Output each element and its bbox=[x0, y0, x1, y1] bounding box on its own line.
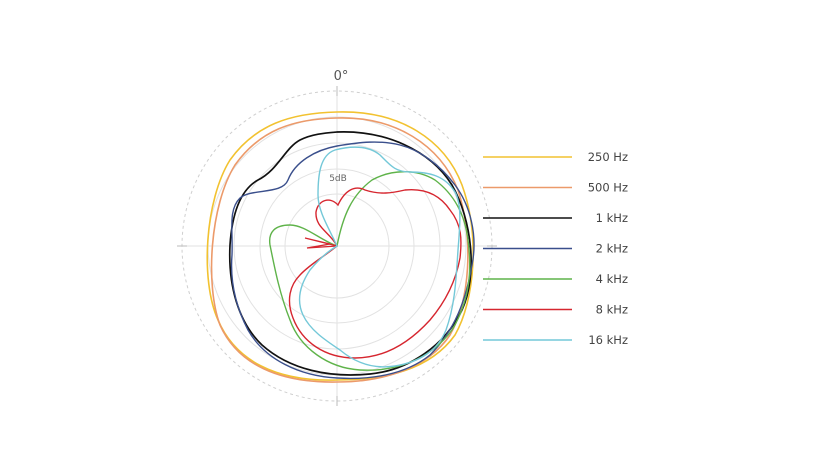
angle-label-0: 0° bbox=[334, 69, 349, 84]
series-8khz-lobe bbox=[304, 237, 338, 249]
polar-curves bbox=[206, 111, 475, 383]
legend-label: 16 kHz bbox=[588, 333, 628, 347]
series-250hz-curve bbox=[206, 111, 474, 381]
series-8khz-curve bbox=[288, 187, 462, 359]
legend-label: 2 kHz bbox=[596, 242, 628, 256]
legend-label: 4 kHz bbox=[596, 272, 628, 286]
series-16khz-curve bbox=[298, 146, 461, 368]
ring-label: 5dB bbox=[329, 174, 347, 184]
series-1khz-curve bbox=[228, 131, 472, 376]
legend-label: 1 kHz bbox=[596, 211, 628, 225]
legend-label: 250 Hz bbox=[588, 150, 628, 164]
series-500hz-curve bbox=[210, 117, 469, 383]
series-2khz-curve bbox=[230, 141, 475, 380]
legend-label: 500 Hz bbox=[588, 181, 628, 195]
legend: 250 Hz 500 Hz 1 kHz 2 kHz 4 kHz 8 kHz 16 kHz bbox=[483, 150, 628, 347]
legend-label: 8 kHz bbox=[596, 303, 628, 317]
polar-grid bbox=[177, 86, 497, 406]
